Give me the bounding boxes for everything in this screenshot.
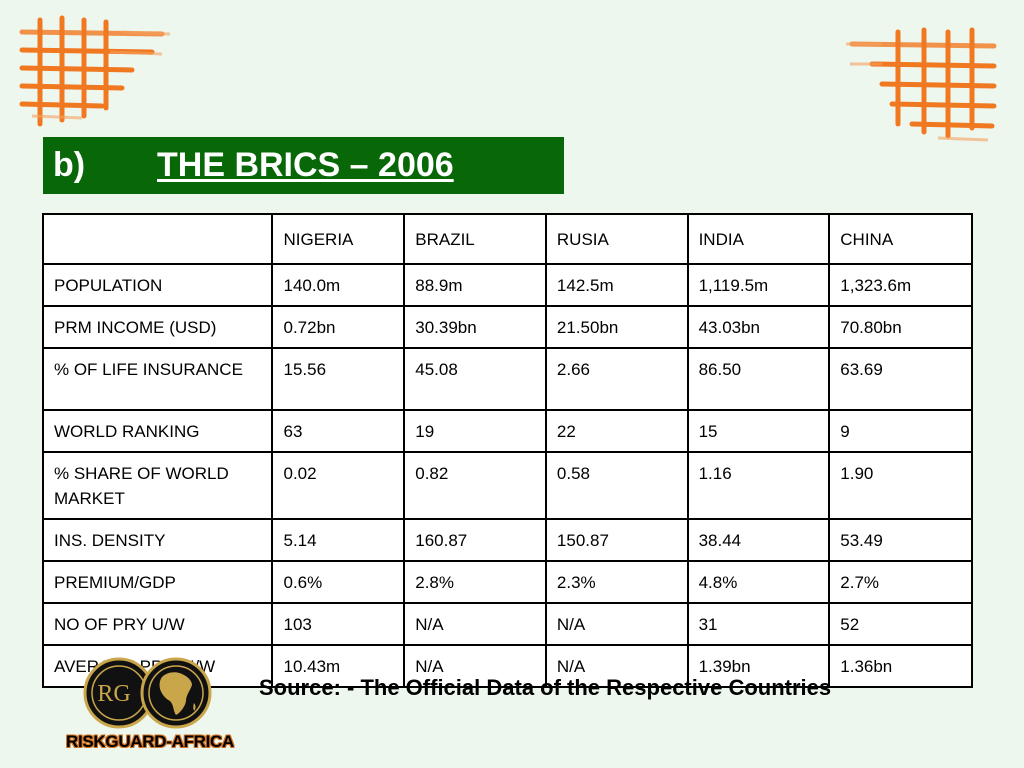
header-cell-rusia: RUSIA	[544, 213, 689, 265]
table-cell: 10.43m	[271, 644, 406, 688]
table-cell: N/A	[544, 602, 689, 646]
africa-map-icon	[159, 672, 192, 715]
header-cell-blank	[41, 213, 274, 265]
table-cell: 88.9m	[403, 263, 547, 307]
table-cell: 21.50bn	[544, 305, 689, 349]
table-header-row: NIGERIA BRAZIL RUSIA INDIA CHINA	[41, 213, 973, 265]
table-cell: N/A	[544, 644, 689, 688]
decorative-grid-left	[19, 15, 171, 127]
source-note: Source: - The Official Data of the Respe…	[259, 675, 832, 700]
table-cell: 19	[403, 409, 547, 453]
table-cell: 2.8%	[403, 560, 547, 604]
table-cell: 140.0m	[271, 263, 406, 307]
table-row: WORLD RANKING 63 19 22 15 9	[41, 409, 973, 453]
table-cell: 5.14	[271, 518, 406, 562]
table-cell: 63.69	[828, 347, 973, 411]
table-cell: 52	[828, 602, 973, 646]
row-label: NO OF PRY U/W	[41, 602, 274, 646]
table-cell: 1.39bn	[686, 644, 831, 688]
table-cell: 0.6%	[271, 560, 406, 604]
row-label: PREMIUM/GDP	[41, 560, 274, 604]
header-cell-nigeria: NIGERIA	[271, 213, 406, 265]
table-cell: 38.44	[686, 518, 831, 562]
row-label: PRM INCOME (USD)	[41, 305, 274, 349]
table-cell: 1.36bn	[828, 644, 973, 688]
table-row: PREMIUM/GDP 0.6% 2.8% 2.3% 4.8% 2.7%	[41, 560, 973, 604]
brand-name: RISKGUARD-AFRICA	[65, 732, 235, 751]
table-header: NIGERIA BRAZIL RUSIA INDIA CHINA	[41, 213, 973, 265]
slide-title: THE BRICS – 2006	[157, 146, 454, 184]
table-cell: 150.87	[544, 518, 689, 562]
header-cell-india: INDIA	[686, 213, 831, 265]
table-cell: 86.50	[686, 347, 831, 411]
table-cell: 30.39bn	[403, 305, 547, 349]
riskguard-logo: RG	[83, 657, 212, 729]
table-cell: 2.66	[544, 347, 689, 411]
table-cell: 1.16	[686, 451, 831, 520]
table-row: % SHARE OF WORLD MARKET 0.02 0.82 0.58 1…	[41, 451, 973, 520]
table-cell: 1,323.6m	[828, 263, 973, 307]
table-cell: 53.49	[828, 518, 973, 562]
logo-monogram: RG	[97, 681, 130, 707]
row-label: % SHARE OF WORLD MARKET	[41, 451, 274, 520]
row-label: POPULATION	[41, 263, 274, 307]
table-cell: 142.5m	[544, 263, 689, 307]
table-cell: 0.82	[403, 451, 547, 520]
table-cell: 160.87	[403, 518, 547, 562]
table-cell: 0.02	[271, 451, 406, 520]
table-cell: N/A	[403, 602, 547, 646]
table-cell: 4.8%	[686, 560, 831, 604]
title-prefix: b)	[53, 146, 86, 184]
table-cell: 2.7%	[828, 560, 973, 604]
table-row: NO OF PRY U/W 103 N/A N/A 31 52	[41, 602, 973, 646]
table-cell: 1,119.5m	[686, 263, 831, 307]
row-label: WORLD RANKING	[41, 409, 274, 453]
table-cell: 1.90	[828, 451, 973, 520]
slide-title-bar: b) THE BRICS – 2006	[43, 137, 564, 194]
row-label: % OF LIFE INSURANCE	[41, 347, 274, 411]
table-row: % OF LIFE INSURANCE 15.56 45.08 2.66 86.…	[41, 347, 973, 411]
table-cell: 43.03bn	[686, 305, 831, 349]
table-cell: 2.3%	[544, 560, 689, 604]
decorative-grid-right	[846, 27, 997, 142]
header-cell-brazil: BRAZIL	[403, 213, 547, 265]
table-row: POPULATION 140.0m 88.9m 142.5m 1,119.5m …	[41, 263, 973, 307]
row-label: INS. DENSITY	[41, 518, 274, 562]
table-cell: 31	[686, 602, 831, 646]
table-body: POPULATION 140.0m 88.9m 142.5m 1,119.5m …	[41, 263, 973, 688]
table-row: INS. DENSITY 5.14 160.87 150.87 38.44 53…	[41, 518, 973, 562]
table-cell: N/A	[403, 644, 547, 688]
table-cell: 0.72bn	[271, 305, 406, 349]
table-cell: 0.58	[544, 451, 689, 520]
table-cell: 9	[828, 409, 973, 453]
table-cell: 15	[686, 409, 831, 453]
table-cell: 70.80bn	[828, 305, 973, 349]
table-cell: 63	[271, 409, 406, 453]
brics-data-table: NIGERIA BRAZIL RUSIA INDIA CHINA POPULAT…	[41, 213, 973, 688]
table-cell: 22	[544, 409, 689, 453]
table-cell: 45.08	[403, 347, 547, 411]
table-row: PRM INCOME (USD) 0.72bn 30.39bn 21.50bn …	[41, 305, 973, 349]
header-cell-china: CHINA	[828, 213, 973, 265]
table-cell: 103	[271, 602, 406, 646]
table-cell: 15.56	[271, 347, 406, 411]
